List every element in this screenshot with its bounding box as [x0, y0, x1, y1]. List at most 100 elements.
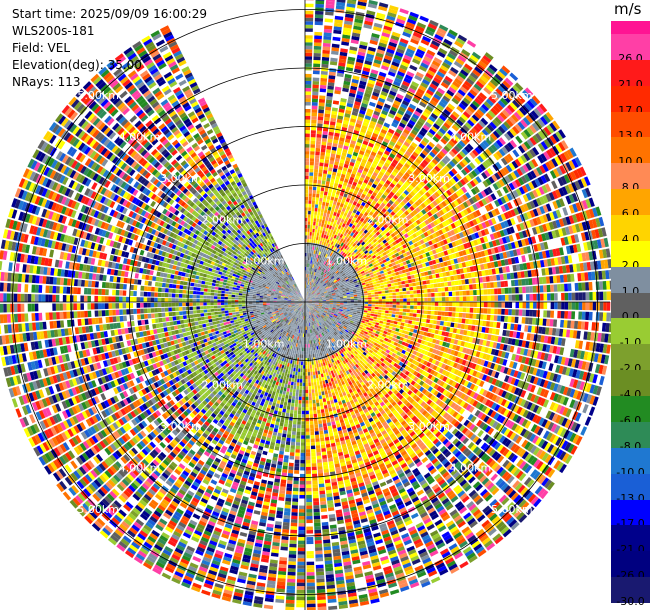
velocity-gate — [311, 249, 314, 254]
velocity-gate — [350, 295, 354, 297]
velocity-gate — [406, 178, 413, 184]
velocity-gate — [336, 298, 340, 300]
velocity-gate — [559, 319, 565, 328]
velocity-gate — [494, 116, 503, 125]
velocity-gate — [422, 95, 431, 102]
velocity-gate — [350, 219, 355, 225]
velocity-gate — [355, 94, 363, 100]
velocity-gate — [344, 264, 348, 268]
velocity-gate — [381, 312, 385, 316]
velocity-gate — [324, 159, 330, 164]
velocity-gate — [314, 17, 324, 22]
velocity-gate — [327, 170, 332, 175]
velocity-gate — [376, 283, 381, 287]
velocity-gate — [436, 130, 444, 138]
velocity-gate — [380, 231, 386, 237]
velocity-gate — [322, 237, 326, 242]
velocity-gate — [378, 147, 385, 153]
velocity-gate — [459, 296, 463, 302]
velocity-gate — [377, 150, 384, 156]
velocity-gate — [351, 78, 359, 84]
velocity-gate — [337, 209, 342, 214]
velocity-gate — [318, 172, 323, 177]
velocity-gate — [375, 299, 379, 302]
velocity-gate — [413, 170, 420, 177]
velocity-gate — [309, 228, 313, 233]
velocity-gate — [408, 87, 416, 94]
velocity-gate — [488, 64, 498, 73]
velocity-gate — [372, 113, 379, 120]
velocity-gate — [355, 61, 363, 67]
velocity-gate — [370, 36, 379, 42]
velocity-gate — [386, 202, 392, 208]
velocity-gate — [347, 202, 353, 208]
velocity-gate — [393, 225, 399, 231]
velocity-gate — [332, 303, 337, 306]
velocity-gate — [501, 295, 506, 301]
velocity-gate — [386, 280, 391, 284]
velocity-gate — [515, 309, 519, 316]
velocity-gate — [308, 186, 313, 190]
velocity-gate — [361, 201, 366, 207]
velocity-gate — [325, 11, 334, 16]
velocity-gate — [332, 237, 336, 242]
velocity-gate — [546, 318, 551, 327]
velocity-gate — [492, 275, 497, 282]
velocity-gate — [377, 213, 382, 219]
velocity-gate — [339, 233, 344, 238]
velocity-gate — [425, 275, 430, 280]
velocity-gate — [305, 245, 307, 250]
velocity-gate — [383, 318, 388, 322]
velocity-gate — [318, 109, 325, 114]
velocity-gate — [374, 241, 380, 246]
velocity-gate — [308, 288, 310, 293]
velocity-gate — [388, 219, 394, 224]
velocity-gate — [326, 195, 331, 200]
velocity-gate — [321, 141, 327, 146]
velocity-gate — [406, 48, 415, 55]
velocity-gate — [602, 280, 607, 290]
velocity-gate — [305, 228, 308, 232]
velocity-gate — [305, 56, 313, 60]
velocity-gate — [317, 229, 320, 234]
velocity-gate — [417, 183, 423, 190]
velocity-gate — [416, 145, 423, 152]
velocity-gate — [324, 269, 328, 274]
velocity-gate — [336, 305, 340, 307]
velocity-gate — [434, 288, 438, 293]
velocity-gate — [325, 242, 329, 247]
velocity-gate — [345, 66, 354, 72]
velocity-gate — [330, 114, 337, 119]
velocity-gate — [501, 302, 506, 308]
velocity-gate — [448, 160, 456, 168]
velocity-gate — [415, 281, 420, 286]
velocity-gate — [305, 179, 309, 183]
velocity-gate — [399, 302, 404, 305]
velocity-gate — [331, 146, 337, 151]
velocity-gate — [570, 273, 575, 282]
velocity-gate — [314, 211, 318, 216]
velocity-gate — [326, 300, 330, 302]
velocity-gate — [359, 41, 368, 47]
velocity-gate — [445, 172, 453, 180]
velocity-gate — [333, 200, 337, 206]
velocity-gate — [371, 292, 375, 295]
velocity-gate — [364, 20, 373, 26]
velocity-gate — [339, 305, 344, 308]
velocity-gate — [425, 72, 434, 80]
velocity-gate — [312, 70, 320, 75]
velocity-gate — [441, 158, 449, 165]
velocity-gate — [348, 146, 354, 152]
velocity-gate — [440, 81, 449, 89]
velocity-gate — [336, 271, 340, 275]
velocity-gate — [448, 291, 453, 297]
velocity-gate — [371, 163, 377, 169]
velocity-gate — [364, 306, 369, 309]
velocity-gate — [331, 277, 336, 281]
velocity-gate — [485, 321, 491, 327]
velocity-gate — [314, 243, 318, 247]
velocity-gate — [315, 290, 319, 294]
velocity-gate — [409, 11, 419, 19]
velocity-gate — [306, 270, 309, 275]
velocity-gate — [490, 78, 499, 87]
